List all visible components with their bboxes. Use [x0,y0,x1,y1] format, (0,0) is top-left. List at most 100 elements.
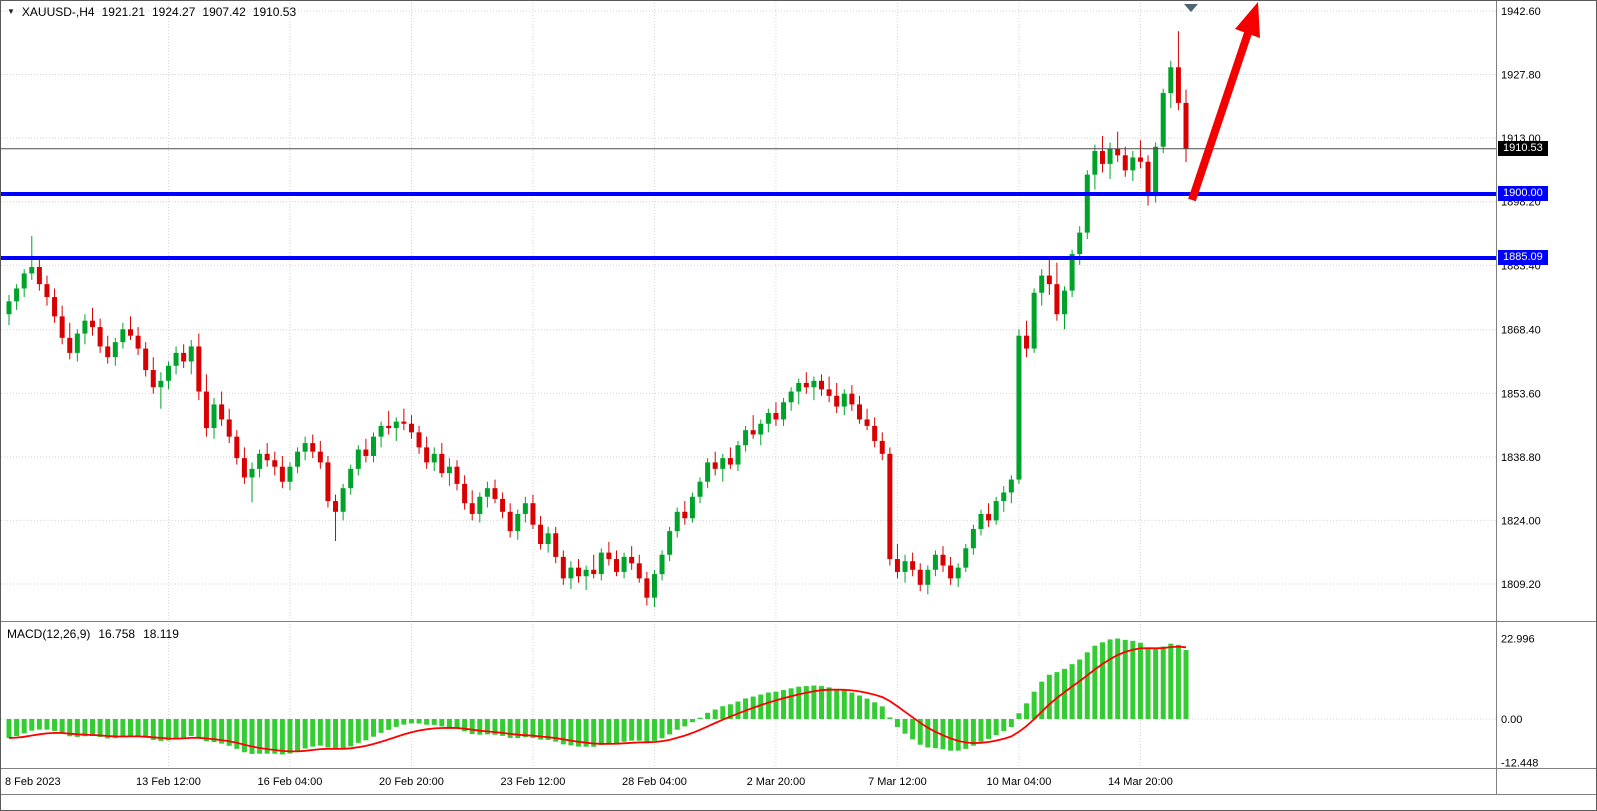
candle [613,559,619,572]
candle [90,320,96,328]
candle [606,552,612,560]
time-axis-label: 23 Feb 12:00 [501,776,566,788]
candle [811,380,817,388]
price-axis[interactable]: 1942.601927.801913.001898.201883.401868.… [1501,6,1541,770]
candle [978,513,984,529]
macd-bar [484,719,490,735]
candle [1183,102,1189,149]
candle [750,430,756,435]
candles [6,31,1189,608]
candle [834,395,840,407]
candle [803,382,809,388]
candle [1084,174,1090,233]
candle [705,462,711,482]
candle [21,273,27,289]
candle [158,380,164,388]
candle [370,436,376,456]
candle [781,402,787,420]
macd-signal-line [8,645,1187,753]
macd-bar [386,719,392,730]
candle [522,503,528,514]
macd-bar [1008,719,1014,728]
time-axis-label: 7 Mar 12:00 [868,776,927,788]
macd-bar [872,702,878,719]
macd-bar [454,719,460,729]
macd-bar [606,719,612,744]
macd-bar [925,719,931,748]
candle [416,432,422,448]
macd-bar [90,719,96,737]
candle [568,567,574,579]
macd-bar [538,719,544,740]
macd-bar [203,719,209,742]
candle [29,266,35,274]
macd-bar [112,719,118,739]
macd-bar [325,719,331,748]
candle [621,556,627,572]
macd-bar [689,719,695,723]
candle [1024,335,1030,349]
price-axis-label: 1853.60 [1501,388,1541,400]
macd-bar [978,719,984,742]
macd-bar [621,719,627,742]
macd-bar [773,691,779,719]
candle [545,533,551,545]
candle [735,445,741,465]
candle [697,481,703,497]
macd-bar [955,719,961,751]
candle [553,533,559,557]
candle [872,425,878,441]
macd-bar [469,719,475,734]
candle [469,503,475,514]
macd-bar [173,719,179,739]
macd-main-value: 16.758 [98,627,136,641]
candle [173,352,179,366]
symbol-period-label: XAUUSD-,H4 [21,5,95,19]
macd-bar [257,719,263,754]
candle [446,466,452,474]
candle [644,578,650,598]
candle [1122,155,1128,171]
macd-bar [310,719,316,747]
macd-bar [370,719,376,737]
macd-bar [1046,674,1052,719]
candle [1077,232,1083,255]
candle [348,468,354,489]
time-axis-label: 20 Feb 20:00 [379,776,444,788]
candle [507,511,513,532]
macd-bar [834,689,840,719]
macd-bar [14,719,20,737]
macd-bar [211,719,217,743]
trend-arrow[interactable] [1188,2,1260,202]
macd-bar [188,719,194,736]
candle [948,565,954,579]
macd-bar [135,719,141,737]
macd-bar [29,719,35,731]
candle [651,574,657,598]
candle [439,453,445,474]
candle [940,554,946,566]
candle [765,413,771,424]
candle [682,511,688,519]
candle [59,316,65,338]
macd-bar [105,719,111,739]
macd-bar [560,719,566,745]
candle [264,453,270,461]
ohlc-open: 1921.21 [101,5,145,19]
macd-axis-label: 22.996 [1501,634,1535,646]
macd-bar [1062,668,1068,719]
macd-bar [568,719,574,746]
macd-axis-label: -12.448 [1501,758,1538,770]
candle [902,561,908,572]
price-axis-label: 1927.80 [1501,70,1541,82]
macd-bar [340,719,346,749]
time-axis[interactable]: 8 Feb 2023 13 Feb 12:00 16 Feb 04:00 20 Feb… [5,776,1173,788]
gridlines [1,3,1496,767]
time-axis-label: 13 Feb 12:00 [136,776,201,788]
macd-bar [553,719,559,742]
candle [1039,275,1045,293]
candle [963,548,969,568]
macd-bar [629,719,635,741]
candle [82,320,88,334]
